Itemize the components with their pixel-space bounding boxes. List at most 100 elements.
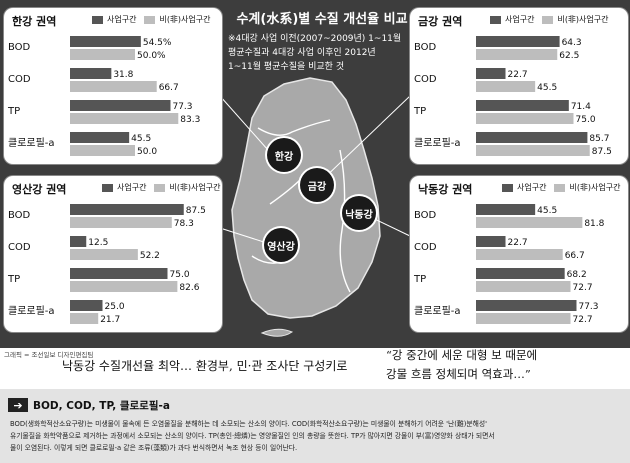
bar [70,100,171,111]
legend-swatch-non-business [542,15,554,24]
bar [70,281,178,292]
river-nakdong [339,149,351,293]
category-label: COD [414,74,437,85]
data-label: 83.3 [180,115,200,125]
bar [476,281,571,292]
river-han [257,119,331,136]
category-label: TP [413,106,426,117]
bar [476,300,577,311]
legend-swatch-non-business [154,183,166,192]
data-label: 52.2 [140,251,160,261]
panel-title: 낙동강 권역 [418,183,473,196]
panel-han: 한강 권역 사업구간 비(非)사업구간 BOD 54.5% 50.0% COD 31.8… [4,8,222,164]
legend-swatch-business [102,183,113,192]
data-label: 50.0% [137,51,166,61]
data-label: 22.7 [508,70,528,80]
bar [70,49,135,60]
river-yeongsan [251,255,283,264]
category-label: TP [7,274,20,285]
data-label: 81.8 [584,219,604,229]
bar [70,68,112,79]
quote-line: “강 중간에 세운 대형 보 때문에 [386,348,538,362]
bar [476,313,571,324]
data-label: 54.5% [143,38,172,48]
category-label: COD [8,74,31,85]
map-label-han: 한강 [267,138,301,172]
map-label-geum: 금강 [300,168,334,202]
data-label: 75.0 [170,270,190,280]
bar [476,100,569,111]
data-label: 68.2 [567,270,587,280]
category-label: 클로로필-a [414,305,461,317]
legend-swatch-business [502,183,513,192]
glossary-line: 물이 오염된다. 이렇게 되면 클로로필-a 같은 조류(藻類)가 과다 번식하… [10,444,298,452]
bar [476,68,506,79]
glossary-line: 유기물질을 화학약품으로 제거하는 과정에서 소모되는 산소의 양이다. TP(… [10,432,495,440]
bar-chart-geum: BOD 64.3 62.5 COD 22.7 45.5 TP 71.4 75.0 클로로필-a 85… [413,36,612,157]
bar [476,217,583,228]
chart-note: ※4대강 사업 이전(2007~2009년) 1~11월 평균수질과 4대강 사… [228,32,428,74]
panel-nakdong: 낙동강 권역 사업구간 비(非)사업구간 BOD 45.5 81.8 COD 22.7 6… [410,176,628,332]
arrow-icon: ➔ [8,398,28,412]
legend-label-non-business: 비(非)사업구간 [569,183,621,192]
panel-geum: 금강 권역 사업구간 비(非)사업구간 BOD 64.3 62.5 COD 22.7 45… [410,8,628,164]
category-label: COD [8,242,31,253]
data-label: 50.0 [137,147,157,157]
quote-caption: “강 중간에 세운 대형 보 때문에 강물 흐름 정체되며 역효과…” [386,346,537,384]
bar [476,36,560,47]
bar [70,81,157,92]
data-label: 71.4 [571,102,591,112]
legend-label-non-business: 비(非)사업구간 [169,183,221,192]
data-label: 82.6 [179,283,199,293]
data-label: 78.3 [174,219,194,229]
bar [70,145,135,156]
data-label: 45.5 [537,83,557,93]
headline-caption: 낙동강 수질개선율 최악… 환경부, 민·관 조사단 구성키로 [62,359,348,373]
data-label: 45.5 [131,134,151,144]
legend: 사업구간 비(非)사업구간 [490,14,609,25]
bar-chart-yeongsan: BOD 87.5 78.3 COD 12.5 52.2 TP 75.0 82.6 클로로필-a 25… [7,204,206,325]
bar [476,113,574,124]
data-label: 22.7 [508,238,528,248]
note-line: 평균수질과 4대강 사업 이후인 2012년 [228,48,376,58]
data-label: 75.0 [576,115,596,125]
data-label: 72.7 [573,283,593,293]
data-label: 25.0 [105,302,125,312]
legend-swatch-non-business [554,183,566,192]
data-label: 12.5 [88,238,108,248]
glossary-title: BOD, COD, TP, 클로로필-a [33,400,170,412]
bar [476,81,536,92]
category-label: TP [413,274,426,285]
pointer-han [219,95,269,151]
data-label: 21.7 [100,315,120,325]
category-label: BOD [414,42,437,53]
bar [70,204,184,215]
panel-title: 금강 권역 [418,15,463,28]
legend-swatch-non-business [144,15,156,24]
data-label: 85.7 [589,134,609,144]
bar [476,268,565,279]
legend: 사업구간 비(非)사업구간 [92,14,211,25]
bar [476,49,558,60]
note-line: 1~11월 평균수질을 비교한 것 [228,62,345,72]
panel-yeongsan: 영산강 권역 사업구간 비(非)사업구간 BOD 87.5 78.3 COD 12.5 5… [4,176,222,332]
legend-label-non-business: 비(非)사업구간 [159,15,211,24]
legend-swatch-business [92,15,103,24]
bar [70,313,99,324]
legend-label-non-business: 비(非)사업구간 [557,15,609,24]
data-label: 87.5 [186,206,206,216]
legend-label-business: 사업구간 [107,15,137,24]
pointer-yeongsan [219,227,271,245]
bar [70,236,87,247]
category-label: BOD [8,210,31,221]
note-line: ※4대강 사업 이전(2007~2009년) 1~11월 [228,34,402,44]
map-label-yeongsan: 영산강 [264,228,298,262]
data-label: 66.7 [565,251,585,261]
bar [476,145,590,156]
jeju-island [260,328,294,337]
glossary-line: BOD(생화학적산소요구량)는 미생물이 물속에 든 오염물질을 분해하는 데 … [10,420,488,428]
legend: 사업구간 비(非)사업구간 [102,182,221,193]
category-label: BOD [414,210,437,221]
bar [70,300,103,311]
bar [70,268,168,279]
